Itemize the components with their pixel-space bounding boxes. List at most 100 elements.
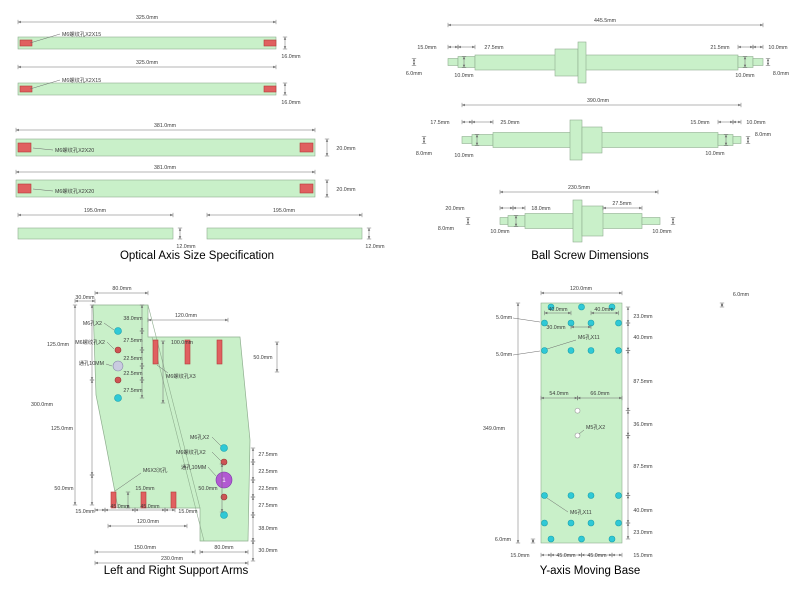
dim-arrow-icon bbox=[220, 509, 224, 512]
part-edge bbox=[147, 304, 201, 509]
dim-label: 16.0mm bbox=[281, 100, 301, 106]
y-base-drawing: 120.0mm 6.0mm 23.0mm 40.0mm 87.5mm 36.0mm 87.5… bbox=[483, 286, 750, 559]
hole-cyan bbox=[567, 492, 575, 499]
dim-arrow-icon bbox=[720, 304, 724, 307]
dimension: 40.0mm bbox=[625, 322, 653, 351]
dimension: 21.5mm bbox=[710, 44, 754, 51]
dimension: 87.5mm bbox=[625, 350, 653, 411]
dim-arrow-icon bbox=[472, 45, 475, 49]
dim-arrow-icon bbox=[18, 65, 21, 69]
dimension: 30.0mm bbox=[250, 540, 278, 562]
dim-arrow-icon bbox=[462, 64, 466, 68]
dimension: 349.0mm bbox=[483, 302, 521, 544]
dimension: 27.5mm bbox=[602, 201, 643, 211]
dimension: 22.5mm bbox=[250, 461, 278, 481]
dim-arrow-icon bbox=[746, 136, 750, 140]
dim-arrow-icon bbox=[626, 347, 630, 351]
dim-arrow-icon bbox=[178, 236, 182, 239]
dim-label: 10.0mm bbox=[454, 73, 474, 79]
dim-label: 10.0mm bbox=[652, 229, 672, 235]
dim-arrow-icon bbox=[577, 396, 581, 400]
dim-arrow-icon bbox=[95, 550, 98, 554]
hole-white bbox=[574, 407, 581, 414]
callout: M6孔X11 bbox=[546, 333, 600, 350]
dimension: 300.0mm bbox=[31, 304, 78, 506]
dimension: 10.0mm bbox=[732, 119, 766, 126]
dim-label: 30.0mm bbox=[75, 295, 95, 301]
dim-arrow-icon bbox=[140, 350, 144, 353]
dim-arrow-icon bbox=[140, 331, 144, 334]
dim-label: 10.0mm bbox=[705, 151, 725, 157]
hole-cyan bbox=[615, 319, 622, 327]
dim-arrow-icon bbox=[90, 502, 94, 505]
dim-label: 45.0mm bbox=[140, 504, 160, 510]
dim-arrow-icon bbox=[619, 396, 622, 400]
hole-cyan bbox=[587, 492, 595, 499]
dim-arrow-icon bbox=[73, 305, 77, 308]
dim-arrow-icon bbox=[514, 215, 518, 219]
dim-arrow-icon bbox=[626, 536, 630, 539]
dim-label: 22.5mm bbox=[258, 486, 278, 492]
dim-arrow-icon bbox=[251, 541, 255, 544]
dim-label: 15.0mm bbox=[135, 486, 155, 492]
dim-arrow-icon bbox=[626, 320, 630, 323]
dimension: 40.0mm bbox=[625, 495, 653, 524]
dim-arrow-icon bbox=[325, 153, 329, 156]
dim-arrow-icon bbox=[766, 58, 770, 62]
dim-arrow-icon bbox=[466, 217, 470, 221]
dimension: 15.0mm bbox=[75, 507, 106, 515]
dim-arrow-icon bbox=[615, 311, 619, 315]
dim-label: 40.0mm bbox=[633, 335, 653, 341]
dim-label: 38.0mm bbox=[123, 316, 143, 322]
part-outline bbox=[92, 304, 251, 542]
callout-label: M6螺纹孔X2 bbox=[176, 448, 206, 456]
dim-label: 27.5mm bbox=[258, 503, 278, 509]
dim-label: 27.5mm bbox=[484, 45, 504, 51]
dim-arrow-icon bbox=[609, 553, 612, 557]
dimension: 15.0mm bbox=[125, 486, 155, 509]
dim-label: 30.0mm bbox=[258, 548, 278, 554]
dim-label: 23.0mm bbox=[633, 314, 653, 320]
dim-label: 195.0mm bbox=[273, 208, 296, 214]
dimension: 40.0mm bbox=[590, 307, 619, 316]
dimension: 6.0mm bbox=[719, 292, 750, 308]
dim-arrow-icon bbox=[738, 103, 741, 107]
dim-label: 20.0mm bbox=[336, 146, 356, 152]
dimension: 50.0mm bbox=[198, 463, 225, 513]
callout: 通孔10MM bbox=[79, 359, 113, 367]
slot-feature bbox=[110, 491, 117, 509]
dim-arrow-icon bbox=[126, 505, 130, 508]
dim-arrow-icon bbox=[626, 495, 630, 499]
dimension: 10.0mm bbox=[752, 44, 788, 51]
dim-label: 80.0mm bbox=[214, 545, 234, 551]
dim-arrow-icon bbox=[626, 410, 630, 414]
hole-cyan bbox=[578, 303, 585, 311]
dim-label: 38.0mm bbox=[258, 526, 278, 532]
dim-arrow-icon bbox=[626, 350, 630, 354]
dimension: 50.0mm bbox=[253, 341, 280, 373]
dim-arrow-icon bbox=[148, 318, 151, 322]
dim-arrow-icon bbox=[325, 139, 329, 142]
dimension: 23.0mm bbox=[625, 522, 653, 540]
dim-label: 8.0mm bbox=[773, 71, 790, 77]
dimension: 16.0mm bbox=[281, 82, 301, 106]
dim-label: 6.0mm bbox=[733, 292, 750, 298]
dim-arrow-icon bbox=[135, 508, 138, 512]
dimension: 10.0mm bbox=[652, 217, 676, 235]
dim-label: 22.5mm bbox=[123, 371, 143, 377]
hole-red bbox=[114, 346, 122, 354]
dim-arrow-icon bbox=[312, 128, 315, 132]
dimension: 120.0mm bbox=[147, 313, 229, 323]
dim-label: 381.0mm bbox=[154, 165, 177, 171]
dim-arrow-icon bbox=[75, 299, 78, 303]
dim-arrow-icon bbox=[102, 508, 105, 512]
callout-label: M6螺纹孔X2X20 bbox=[55, 187, 94, 195]
dim-label: 45.0mm bbox=[587, 553, 607, 559]
dimension: 25.0mm bbox=[471, 119, 520, 126]
dim-arrow-icon bbox=[132, 508, 135, 512]
dim-arrow-icon bbox=[466, 221, 470, 225]
dim-label: 45.0mm bbox=[556, 553, 576, 559]
dimension: 12.0mm bbox=[176, 227, 196, 250]
dim-arrow-icon bbox=[766, 62, 770, 66]
callout-label: M6X3沉孔 bbox=[143, 466, 168, 474]
